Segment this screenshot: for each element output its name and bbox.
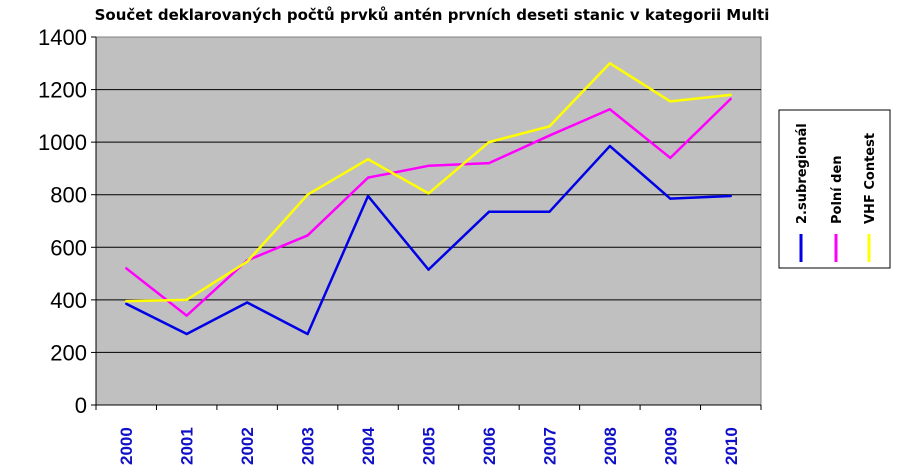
x-tick-label: 2007 [540,427,559,465]
data-point [487,161,491,165]
y-axis: 0 200 400 600 800 1000 1200 1400 [38,25,97,418]
data-point [427,192,430,195]
data-point [366,194,370,198]
data-point [245,260,249,263]
data-point [185,314,188,317]
x-tick-label: 2009 [661,427,680,465]
data-point [306,332,309,336]
plot-area [95,36,762,406]
x-tick-label: 2002 [238,427,257,465]
y-tick-label: 1400 [38,25,87,50]
data-point [729,194,732,198]
data-point [185,298,188,302]
x-tick-label: 2001 [178,427,197,465]
data-point [608,62,612,65]
data-point [306,234,309,237]
y-tick-label: 200 [50,340,87,365]
x-tick-label: 2006 [480,427,499,465]
x-tick-label: 2008 [601,427,620,465]
data-point [729,97,732,100]
y-tick-label: 600 [50,235,87,260]
x-tick-label: 2004 [359,427,378,465]
data-point [608,144,612,148]
y-tick-label: 0 [75,393,87,418]
x-tick-label: 2000 [117,427,136,465]
data-point [669,156,672,160]
data-point [729,93,732,97]
series-lines [125,62,732,336]
data-point [487,210,491,213]
data-point [669,100,672,103]
data-point [125,299,128,303]
data-point [366,158,370,161]
data-point [548,134,551,137]
data-point [306,193,309,196]
data-point [548,210,551,213]
legend: 2.subregionál Polní den VHF Contest [778,109,891,269]
data-point [669,197,672,200]
y-tick-label: 1000 [38,130,87,155]
data-point [366,176,370,179]
y-tick-label: 1200 [38,78,87,103]
chart-title: Součet deklarovaných počtů prvků antén p… [95,6,770,24]
legend-label-3: VHF Contest [863,133,878,224]
data-point [125,267,128,270]
x-axis: 2000 2001 2002 2003 2004 2005 2006 2007 2008 2009… [95,404,762,465]
x-tick-label: 2005 [420,427,439,465]
x-tick-label: 2003 [299,427,318,465]
data-point [487,140,491,144]
y-tick-label: 800 [50,183,87,208]
data-point [185,332,188,336]
data-point [245,301,249,304]
data-point [608,108,612,111]
data-point [427,164,430,167]
gridlines [96,89,761,353]
legend-label-2: Polní den [830,155,845,224]
data-point [548,125,551,128]
y-tick-label: 400 [50,288,87,313]
legend-label-1: 2.subregionál [795,123,810,224]
data-point [427,268,430,271]
x-tick-label: 2010 [722,427,741,465]
data-point [125,302,128,305]
